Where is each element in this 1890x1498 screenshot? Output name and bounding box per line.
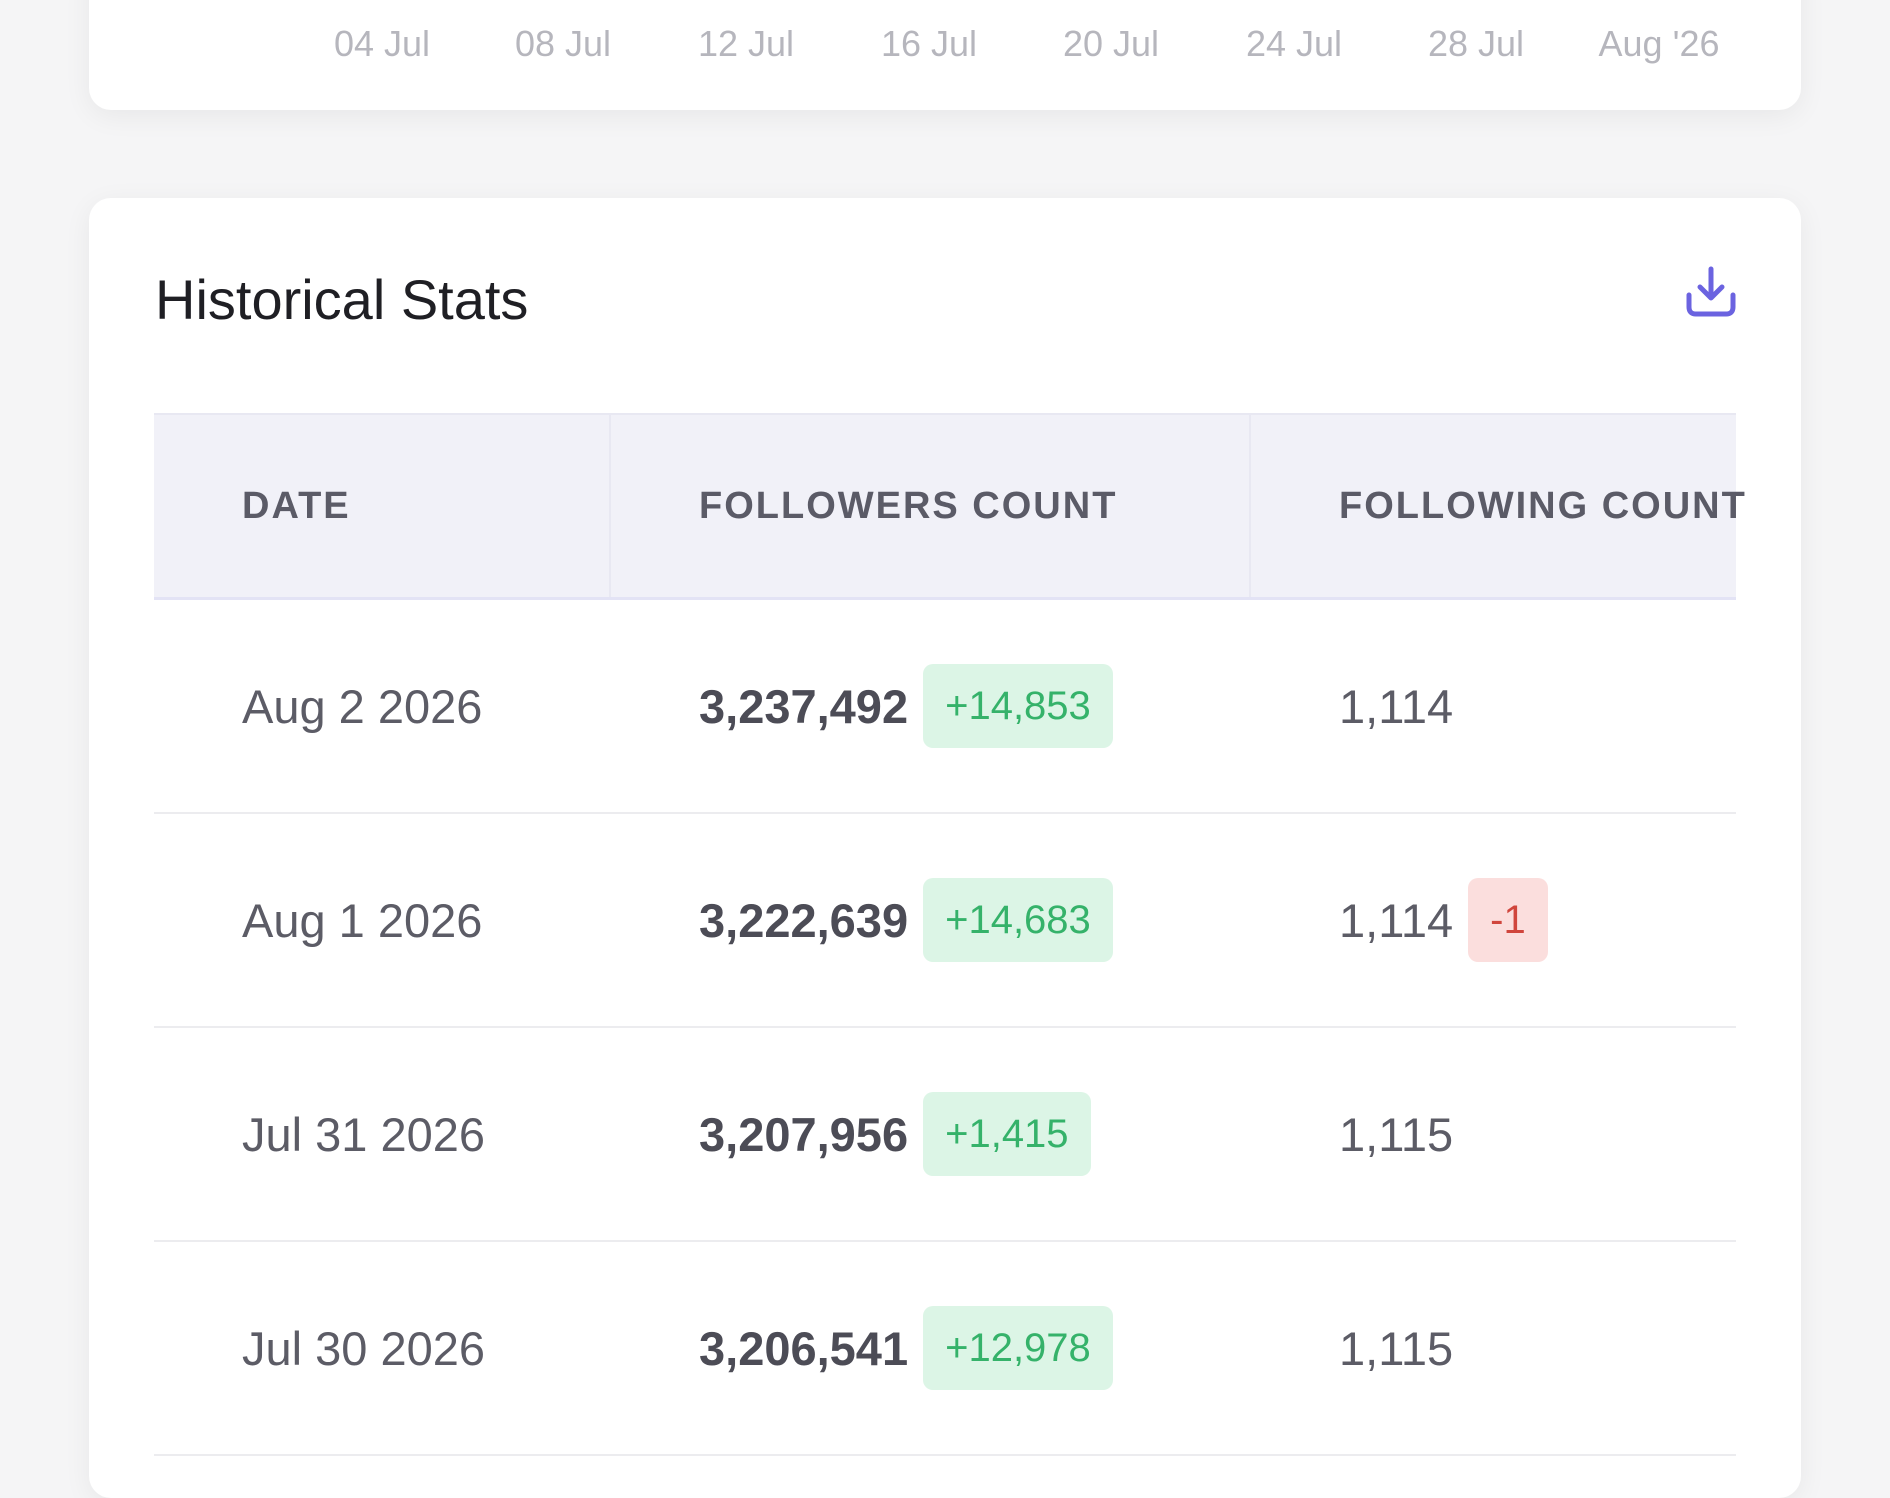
column-header-following[interactable]: FOLLOWING COUNT [1339,484,1747,527]
date-cell: Jul 30 2026 [242,1321,486,1375]
followers-count: 3,206,541 [699,1321,909,1375]
following-count: 1,115 [1339,1107,1454,1161]
date-cell: Aug 2 2026 [242,679,483,733]
x-tick-label: 12 Jul [697,23,795,64]
table-header: DATE FOLLOWERS COUNT FOLLOWING COUNT [154,413,1745,600]
x-tick-label: 08 Jul [514,23,612,64]
followers-cell: 3,237,492 +14,853 [699,600,1113,812]
column-header-followers[interactable]: FOLLOWERS COUNT [699,484,1118,527]
following-delta-badge: -1 [1468,878,1548,962]
date-cell: Aug 1 2026 [242,893,483,947]
followers-delta-badge: +1,415 [923,1092,1091,1176]
column-divider [609,415,611,597]
following-count: 1,115 [1339,1321,1454,1375]
followers-delta-badge: +14,683 [923,878,1113,962]
table-row: Jul 31 2026 3,207,956 +1,415 1,115 [154,1028,1736,1242]
table-row: Jul 30 2026 3,206,541 +12,978 1,115 [154,1242,1736,1456]
following-cell: 1,114 -1 [1339,814,1548,1026]
following-count: 1,114 [1339,893,1454,947]
x-tick-label: 24 Jul [1245,23,1343,64]
x-tick-label: 04 Jul [333,23,431,64]
followers-delta-badge: +12,978 [923,1306,1113,1390]
historical-stats-table: DATE FOLLOWERS COUNT FOLLOWING COUNT Aug… [154,413,1745,1456]
followers-count: 3,237,492 [699,679,909,733]
section-title: Historical Stats [155,268,529,331]
download-icon [1686,266,1736,317]
table-row: Aug 1 2026 3,222,639 +14,683 1,114 -1 [154,814,1736,1028]
column-header-date[interactable]: DATE [242,484,351,527]
x-tick-label: Aug '26 [1598,23,1720,64]
x-tick-label: 28 Jul [1427,23,1525,64]
followers-cell: 3,206,541 +12,978 [699,1242,1113,1454]
date-cell: Jul 31 2026 [242,1107,486,1161]
column-divider [1249,415,1251,597]
chart-card: 04 Jul 08 Jul 12 Jul 16 Jul 20 Jul 24 Ju… [89,0,1801,110]
followers-count: 3,207,956 [699,1107,909,1161]
followers-count: 3,222,639 [699,893,909,947]
historical-stats-card: Historical Stats DATE FOLLOWERS COUNT FO… [89,198,1801,1498]
x-tick-label: 20 Jul [1062,23,1160,64]
followers-cell: 3,207,956 +1,415 [699,1028,1091,1240]
followers-cell: 3,222,639 +14,683 [699,814,1113,1026]
following-cell: 1,114 [1339,600,1453,812]
download-button[interactable] [1679,260,1743,324]
followers-delta-badge: +14,853 [923,664,1113,748]
following-count: 1,114 [1339,679,1454,733]
following-cell: 1,115 [1339,1028,1453,1240]
table-row: Aug 2 2026 3,237,492 +14,853 1,114 [154,600,1736,814]
chart-x-axis: 04 Jul 08 Jul 12 Jul 16 Jul 20 Jul 24 Ju… [89,24,1801,64]
following-cell: 1,115 [1339,1242,1453,1454]
x-tick-label: 16 Jul [880,23,978,64]
